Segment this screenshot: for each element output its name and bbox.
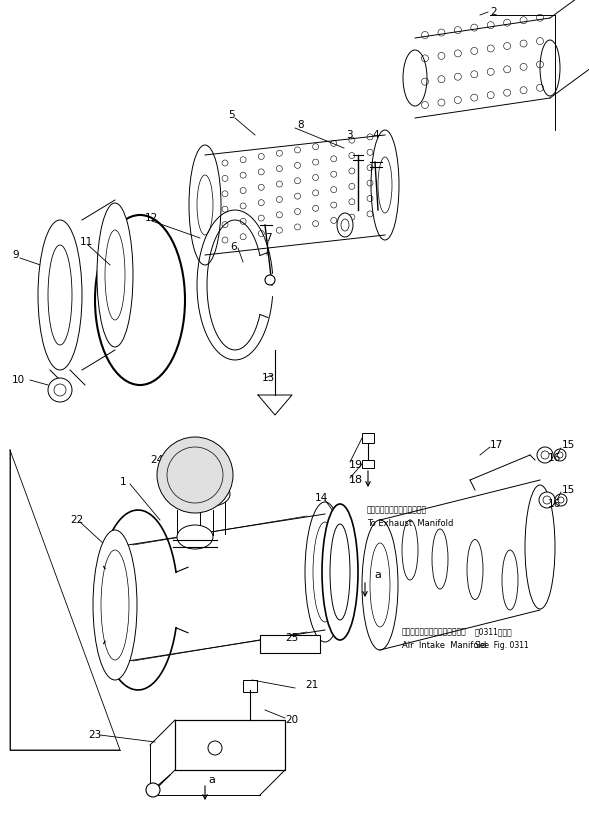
Text: エキゾーストマニホールドへ: エキゾーストマニホールドへ (367, 506, 427, 515)
Ellipse shape (97, 203, 133, 347)
Bar (243, 680, 257, 692)
Text: 15: 15 (562, 440, 575, 450)
Text: 19: 19 (349, 460, 363, 470)
Ellipse shape (177, 525, 213, 549)
Circle shape (554, 449, 566, 461)
Text: To Exhaust  Manifold: To Exhaust Manifold (367, 518, 454, 527)
Text: 5: 5 (228, 110, 234, 120)
Circle shape (48, 378, 72, 402)
Circle shape (539, 492, 555, 508)
Ellipse shape (93, 530, 137, 680)
Text: 10: 10 (12, 375, 25, 385)
Ellipse shape (337, 213, 353, 237)
Text: 17: 17 (490, 440, 503, 450)
Ellipse shape (157, 437, 233, 513)
Ellipse shape (403, 50, 427, 106)
Text: 13: 13 (262, 373, 275, 383)
Ellipse shape (467, 540, 483, 600)
Circle shape (146, 783, 160, 797)
Text: 8: 8 (297, 120, 303, 130)
Text: 第0311図参照: 第0311図参照 (475, 627, 513, 636)
Ellipse shape (362, 520, 398, 650)
Ellipse shape (38, 220, 82, 370)
Text: 1: 1 (120, 477, 127, 487)
Ellipse shape (540, 40, 560, 96)
Circle shape (265, 275, 275, 285)
Text: Air  Intake  Manifold: Air Intake Manifold (402, 641, 487, 650)
Circle shape (537, 447, 553, 463)
Bar (260, 635, 320, 653)
Text: 22: 22 (70, 515, 83, 525)
Ellipse shape (502, 550, 518, 610)
Text: エアーインテークマニホールド: エアーインテークマニホールド (402, 627, 466, 636)
Text: 6: 6 (230, 242, 237, 252)
Ellipse shape (402, 520, 418, 580)
Text: 16: 16 (548, 499, 561, 509)
Text: 18: 18 (349, 475, 363, 485)
Text: 21: 21 (305, 680, 318, 690)
Text: 2: 2 (490, 7, 497, 17)
Text: 16: 16 (548, 453, 561, 463)
Ellipse shape (432, 529, 448, 589)
Ellipse shape (189, 145, 221, 265)
Text: 15: 15 (562, 485, 575, 495)
Ellipse shape (322, 504, 358, 640)
Text: 20: 20 (285, 715, 298, 725)
Text: 9: 9 (12, 250, 19, 260)
Text: 23: 23 (88, 730, 101, 740)
Text: a: a (208, 775, 215, 785)
Text: 25: 25 (285, 633, 298, 643)
Text: 24: 24 (150, 455, 163, 465)
Ellipse shape (525, 485, 555, 609)
Text: 4: 4 (372, 130, 379, 140)
Circle shape (555, 494, 567, 506)
Text: 12: 12 (145, 213, 158, 223)
Bar (362, 460, 374, 468)
Bar (175, 720, 285, 770)
Ellipse shape (194, 482, 230, 506)
Text: 3: 3 (346, 130, 353, 140)
Text: a: a (374, 570, 381, 580)
Text: 14: 14 (315, 493, 328, 503)
Text: 11: 11 (80, 237, 93, 247)
Ellipse shape (371, 130, 399, 240)
Ellipse shape (305, 502, 345, 642)
Bar (362, 433, 374, 443)
Text: 7: 7 (265, 233, 272, 243)
Text: See  Fig. 0311: See Fig. 0311 (475, 641, 529, 650)
